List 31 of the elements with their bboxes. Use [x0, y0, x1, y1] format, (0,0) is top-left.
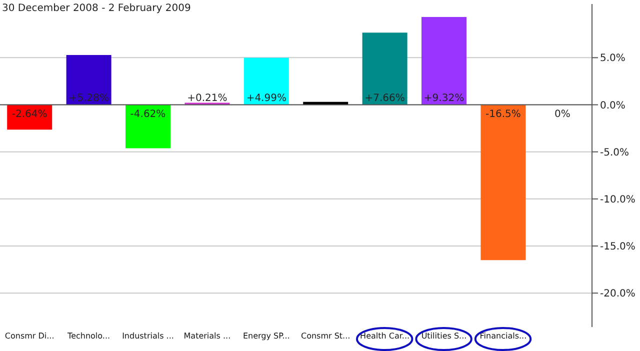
y-tick-label: 0.0%: [600, 100, 626, 112]
bar: [126, 104, 171, 148]
x-tick-label: Industrials ...: [122, 332, 174, 341]
bar: [66, 55, 112, 105]
x-tick-label: Financials...: [480, 332, 527, 341]
y-tick-label: -5.0%: [600, 147, 630, 158]
data-label: +9.32%: [424, 92, 464, 104]
data-label: -2.64%: [12, 108, 48, 120]
data-label: +4.99%: [246, 92, 286, 104]
x-tick-label: Consmr St...: [301, 332, 350, 341]
data-label: -4.62%: [130, 108, 166, 120]
data-label: +5.28%: [68, 92, 109, 104]
x-tick-label: Utilities S...: [421, 332, 467, 341]
data-label: -16.5%: [486, 108, 521, 120]
x-tick-label: Materials ...: [184, 332, 231, 341]
bar: [422, 16, 467, 105]
bar: [480, 104, 526, 260]
x-tick-label: Health Car...: [360, 332, 410, 341]
y-tick-label: -10.0%: [600, 194, 636, 206]
x-tick-label: Energy SP...: [242, 332, 290, 341]
y-tick-label: -15.0%: [600, 242, 636, 253]
x-tick-label: Technolo...: [66, 332, 110, 341]
bar: [244, 58, 289, 105]
y-tick-label: -20.0%: [600, 288, 636, 300]
data-label: +7.66%: [364, 92, 405, 104]
data-label: +0.21%: [187, 92, 228, 104]
bar: [362, 32, 408, 105]
y-tick-label: 5.0%: [600, 53, 626, 64]
data-label: 0%: [554, 108, 570, 120]
chart-title: 30 December 2008 - 2 February 2009: [2, 3, 191, 14]
x-tick-label: Consmr Di...: [4, 332, 54, 341]
